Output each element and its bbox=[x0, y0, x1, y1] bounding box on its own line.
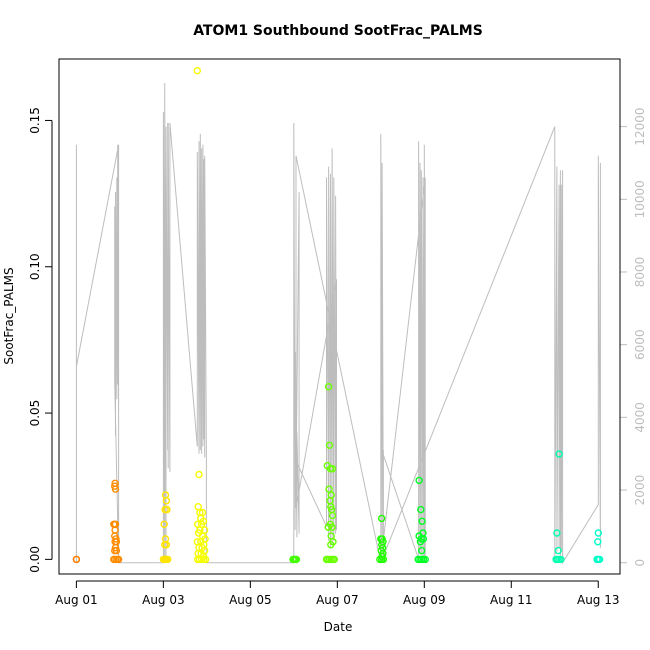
data-point bbox=[325, 441, 334, 449]
chart-title: ATOM1 Southbound SootFrac_PALMS bbox=[193, 23, 483, 39]
x-axis-label: Date bbox=[324, 620, 353, 634]
data-point bbox=[111, 485, 120, 493]
data-point bbox=[328, 523, 336, 531]
data-point bbox=[201, 555, 210, 564]
data-point bbox=[110, 555, 118, 564]
data-point bbox=[418, 517, 426, 525]
data-point bbox=[195, 470, 203, 479]
data-point bbox=[554, 546, 562, 555]
x-tick-label: Aug 11 bbox=[490, 593, 533, 607]
data-point bbox=[416, 538, 425, 546]
y2-tick-label: 12000 bbox=[633, 108, 647, 146]
data-point bbox=[594, 529, 602, 537]
data-point bbox=[162, 541, 171, 549]
x-tick-label: Aug 13 bbox=[577, 593, 620, 607]
data-point bbox=[112, 546, 121, 555]
y-tick-label: 0.00 bbox=[28, 546, 42, 573]
data-point bbox=[324, 523, 332, 531]
plot-frame bbox=[58, 58, 621, 575]
series-aug-06 bbox=[289, 555, 301, 564]
data-point bbox=[292, 555, 301, 564]
data-point bbox=[417, 505, 425, 514]
data-points-layer bbox=[72, 66, 604, 564]
x-tick-label: Aug 03 bbox=[142, 593, 185, 607]
y2-tick-label: 8000 bbox=[633, 257, 647, 288]
data-point bbox=[594, 538, 602, 546]
series-aug-04 bbox=[193, 66, 210, 564]
data-point bbox=[421, 555, 429, 564]
series-aug-03 bbox=[159, 491, 172, 564]
data-point bbox=[163, 555, 172, 564]
y-tick-label: 0.15 bbox=[28, 107, 42, 134]
y-tick-label: 0.05 bbox=[28, 400, 42, 427]
data-point bbox=[415, 476, 423, 485]
data-point bbox=[328, 465, 337, 473]
data-point bbox=[330, 555, 338, 564]
y2-tick-label: 6000 bbox=[633, 329, 647, 360]
data-point bbox=[114, 555, 123, 564]
data-point bbox=[197, 555, 206, 564]
series-aug-01 bbox=[72, 555, 81, 564]
y2-tick-label: 0 bbox=[633, 559, 647, 567]
data-point bbox=[555, 450, 563, 458]
data-point bbox=[163, 505, 171, 514]
data-point bbox=[193, 66, 202, 75]
series-aug-02 bbox=[110, 479, 123, 564]
data-point bbox=[557, 555, 565, 564]
data-point bbox=[595, 555, 604, 564]
series-aug-12 bbox=[552, 450, 565, 564]
axes-layer: Aug 01 Aug 03 Aug 05 Aug 07 Aug 09 Aug 11 Aug … bbox=[28, 107, 647, 607]
altitude-line bbox=[75, 82, 601, 565]
x-tick-label: Aug 01 bbox=[55, 593, 98, 607]
y2-tick-label: 4000 bbox=[633, 402, 647, 433]
series-aug-08 bbox=[376, 514, 388, 564]
altitude-line-layer bbox=[75, 82, 601, 565]
series-aug-13 bbox=[593, 529, 604, 564]
data-point bbox=[379, 555, 388, 564]
x-tick-label: Aug 05 bbox=[229, 593, 272, 607]
x-tick-label: Aug 07 bbox=[316, 593, 359, 607]
y2-tick-label: 10000 bbox=[633, 180, 647, 218]
data-point bbox=[553, 529, 561, 537]
data-point bbox=[418, 546, 426, 555]
y2-tick-label: 2000 bbox=[633, 475, 647, 506]
data-point bbox=[327, 541, 335, 549]
data-point bbox=[160, 520, 168, 528]
series-aug-07 bbox=[322, 383, 338, 564]
data-point bbox=[162, 497, 171, 505]
y-tick-label: 0.10 bbox=[28, 253, 42, 280]
y-axis-label: SootFrac_PALMS bbox=[2, 267, 16, 364]
data-point bbox=[324, 383, 333, 391]
series-aug-09 bbox=[414, 476, 429, 564]
data-point bbox=[328, 511, 337, 520]
data-point bbox=[378, 514, 386, 523]
data-point bbox=[72, 555, 81, 564]
x-tick-label: Aug 09 bbox=[403, 593, 446, 607]
